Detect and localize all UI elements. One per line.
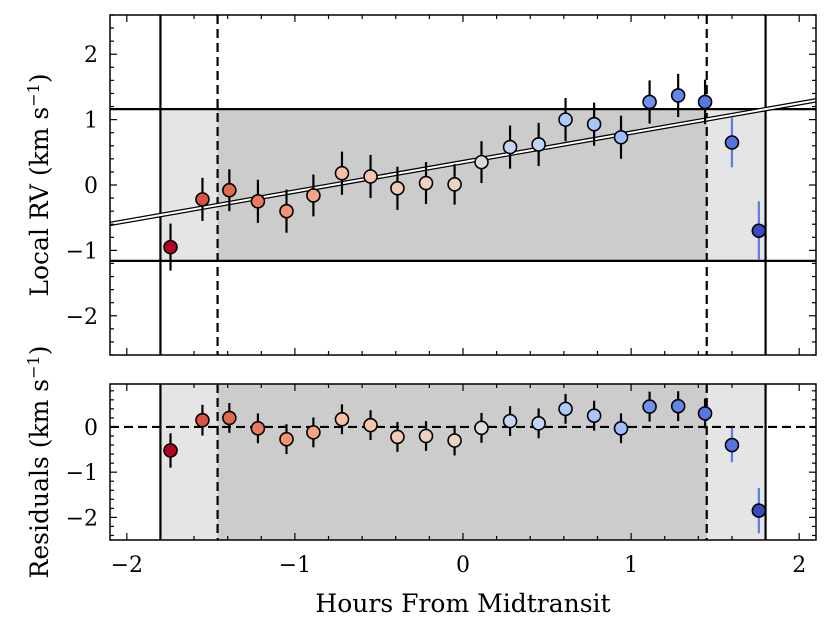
data-point <box>195 192 210 207</box>
data-point <box>724 135 740 150</box>
data-point <box>670 398 686 414</box>
data-point <box>558 112 573 127</box>
data-point <box>447 433 462 448</box>
data-point <box>334 165 350 181</box>
data-point <box>586 116 602 132</box>
y-tick-label: 0 <box>84 174 98 199</box>
data-point <box>418 175 434 191</box>
top-panel: −2 −1 0 1 2 <box>66 14 817 356</box>
data-point <box>474 154 489 170</box>
data-point <box>222 410 237 426</box>
y-tick-label: −1 <box>66 461 98 486</box>
data-point <box>390 429 405 445</box>
data-point <box>751 503 767 518</box>
data-point <box>390 180 405 196</box>
data-point <box>642 399 657 414</box>
data-point <box>670 88 686 103</box>
data-point <box>502 413 518 429</box>
data-point <box>474 420 489 436</box>
data-point <box>697 94 713 110</box>
data-point <box>613 421 629 436</box>
data-point <box>531 137 546 152</box>
x-tick-label: 1 <box>624 553 638 578</box>
data-point <box>222 182 237 198</box>
x-axis-label: Hours From Midtransit <box>315 589 610 618</box>
data-point <box>418 428 434 444</box>
data-point <box>613 129 629 145</box>
data-point <box>502 139 518 155</box>
x-tick-label: −1 <box>279 553 311 578</box>
y-tick-label: 2 <box>84 43 98 68</box>
top-y-axis-label: Local RV (km s−1) <box>24 73 54 296</box>
y-tick-label: 1 <box>84 109 98 134</box>
data-point <box>363 417 378 433</box>
shaded-region-dark <box>217 384 707 540</box>
plot-area <box>110 15 816 355</box>
data-point <box>306 188 321 203</box>
data-point <box>363 169 378 184</box>
data-point <box>751 223 767 239</box>
data-point <box>447 177 462 192</box>
data-point <box>586 408 602 423</box>
data-point <box>306 425 321 440</box>
data-point <box>531 416 546 431</box>
data-point <box>250 194 266 209</box>
data-point <box>250 421 266 436</box>
data-point <box>279 203 294 219</box>
data-point <box>279 431 294 447</box>
plot-area <box>110 384 816 540</box>
y-tick-label: −2 <box>66 305 98 330</box>
model-line-inner <box>110 99 816 225</box>
data-point <box>163 239 178 255</box>
y-tick-label: −2 <box>66 506 98 531</box>
bottom-panel: −2 −1 0 −2 −1 0 1 2 <box>66 383 817 578</box>
data-point <box>642 94 657 110</box>
data-point <box>334 411 350 427</box>
data-point <box>724 437 740 453</box>
data-point <box>163 443 178 458</box>
data-point <box>558 401 573 417</box>
x-tick-label: 2 <box>792 553 806 578</box>
y-tick-label: −1 <box>66 239 98 264</box>
bottom-y-axis-label: Residuals (km s−1) <box>24 346 54 579</box>
x-tick-label: 0 <box>456 553 470 578</box>
data-point <box>697 406 713 421</box>
data-point <box>195 412 210 428</box>
x-tick-label: −2 <box>111 553 143 578</box>
y-tick-label: 0 <box>84 416 98 441</box>
